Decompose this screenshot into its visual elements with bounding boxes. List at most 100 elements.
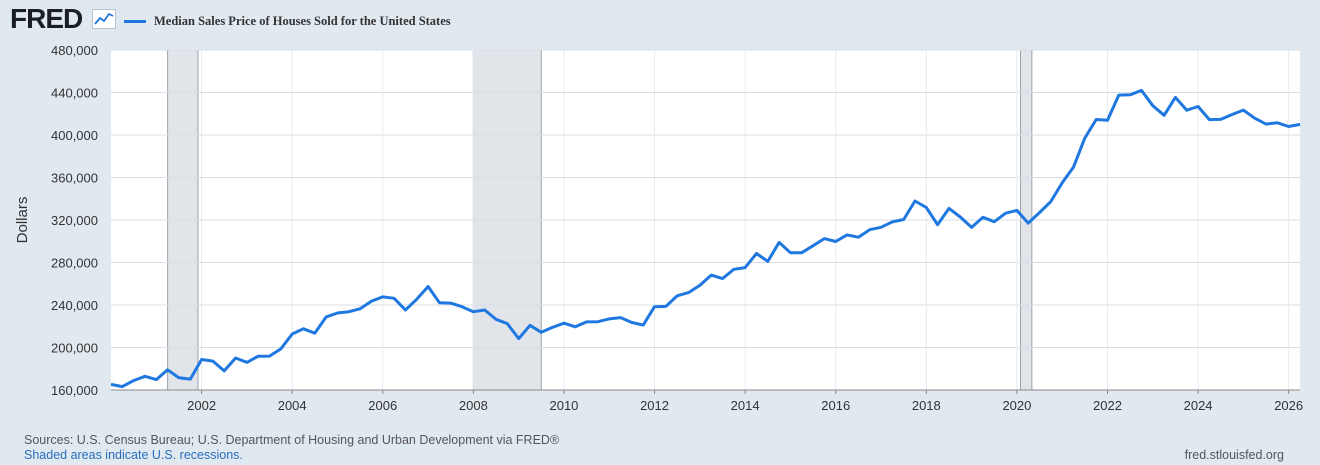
data-point[interactable]	[460, 304, 465, 309]
data-point[interactable]	[607, 316, 612, 321]
data-point[interactable]	[324, 314, 329, 319]
data-point[interactable]	[278, 346, 283, 351]
data-point[interactable]	[1218, 117, 1223, 122]
data-point[interactable]	[516, 336, 521, 341]
data-point[interactable]	[369, 299, 374, 304]
data-point[interactable]	[1264, 122, 1269, 127]
data-point[interactable]	[1230, 112, 1235, 117]
data-point[interactable]	[505, 321, 510, 326]
data-point[interactable]	[901, 217, 906, 222]
data-point[interactable]	[652, 304, 657, 309]
data-point[interactable]	[358, 306, 363, 311]
data-point[interactable]	[256, 354, 261, 359]
data-point[interactable]	[595, 319, 600, 324]
data-point[interactable]	[980, 215, 985, 220]
data-point[interactable]	[992, 219, 997, 224]
data-point[interactable]	[562, 321, 567, 326]
data-point[interactable]	[686, 290, 691, 295]
data-point[interactable]	[1105, 118, 1110, 123]
data-point[interactable]	[709, 273, 714, 278]
data-point[interactable]	[188, 377, 193, 382]
data-point[interactable]	[154, 377, 159, 382]
data-point[interactable]	[426, 284, 431, 289]
data-point[interactable]	[675, 293, 680, 298]
data-point[interactable]	[754, 251, 759, 256]
data-point[interactable]	[618, 315, 623, 320]
data-point[interactable]	[1162, 113, 1167, 118]
data-point[interactable]	[720, 276, 725, 281]
data-point[interactable]	[799, 250, 804, 255]
data-point[interactable]	[448, 301, 453, 306]
data-point[interactable]	[403, 308, 408, 313]
data-point[interactable]	[788, 250, 793, 255]
data-point[interactable]	[1116, 93, 1121, 98]
data-point[interactable]	[380, 294, 385, 299]
data-point[interactable]	[822, 236, 827, 241]
data-point[interactable]	[346, 309, 351, 314]
data-point[interactable]	[697, 283, 702, 288]
data-point[interactable]	[222, 368, 227, 373]
data-point[interactable]	[1003, 211, 1008, 216]
data-point[interactable]	[199, 357, 204, 362]
series-line-median-sales-price[interactable]	[110, 88, 1301, 389]
data-point[interactable]	[301, 326, 306, 331]
data-point[interactable]	[890, 219, 895, 224]
data-point[interactable]	[924, 205, 929, 210]
data-point[interactable]	[1026, 221, 1031, 226]
data-point[interactable]	[1286, 124, 1291, 129]
fred-logo[interactable]: FRED	[10, 3, 83, 34]
data-point[interactable]	[935, 222, 940, 227]
data-point[interactable]	[1252, 116, 1257, 121]
data-point[interactable]	[856, 235, 861, 240]
data-point[interactable]	[641, 323, 646, 328]
data-point[interactable]	[312, 331, 317, 336]
data-point[interactable]	[833, 239, 838, 244]
data-point[interactable]	[550, 325, 555, 330]
data-point[interactable]	[1071, 165, 1076, 170]
data-point[interactable]	[743, 265, 748, 270]
data-point[interactable]	[1207, 117, 1212, 122]
data-point[interactable]	[1060, 180, 1065, 185]
data-point[interactable]	[290, 332, 295, 337]
data-point[interactable]	[1037, 210, 1042, 215]
fred-url[interactable]: fred.stlouisfed.org	[1184, 448, 1284, 462]
data-point[interactable]	[176, 375, 181, 380]
data-point[interactable]	[811, 243, 816, 248]
data-point[interactable]	[335, 311, 340, 316]
data-point[interactable]	[120, 384, 125, 389]
data-point[interactable]	[1298, 122, 1303, 127]
data-point[interactable]	[663, 304, 668, 309]
data-point[interactable]	[437, 300, 442, 305]
data-point[interactable]	[539, 330, 544, 335]
data-point[interactable]	[867, 227, 872, 232]
data-point[interactable]	[1173, 95, 1178, 100]
data-point[interactable]	[1094, 117, 1099, 122]
data-point[interactable]	[584, 319, 589, 324]
data-point[interactable]	[482, 308, 487, 313]
data-point[interactable]	[267, 354, 272, 359]
data-point[interactable]	[845, 232, 850, 237]
data-point[interactable]	[414, 297, 419, 302]
data-point[interactable]	[958, 215, 963, 220]
data-point[interactable]	[233, 356, 238, 361]
data-point[interactable]	[1139, 88, 1144, 93]
data-point[interactable]	[131, 378, 136, 383]
data-point[interactable]	[165, 367, 170, 372]
data-point[interactable]	[210, 359, 215, 364]
data-point[interactable]	[1014, 208, 1019, 213]
data-point[interactable]	[731, 267, 736, 272]
data-point[interactable]	[494, 317, 499, 322]
legend-series-label[interactable]: Median Sales Price of Houses Sold for th…	[154, 13, 451, 28]
data-point[interactable]	[629, 320, 634, 325]
data-point[interactable]	[392, 296, 397, 301]
data-point[interactable]	[969, 225, 974, 230]
data-point[interactable]	[573, 324, 578, 329]
data-point[interactable]	[879, 225, 884, 230]
data-point[interactable]	[109, 382, 114, 387]
data-point[interactable]	[143, 374, 148, 379]
data-point[interactable]	[1184, 108, 1189, 113]
data-point[interactable]	[947, 206, 952, 211]
data-point[interactable]	[1128, 92, 1133, 97]
data-point[interactable]	[1241, 108, 1246, 113]
data-point[interactable]	[1196, 104, 1201, 109]
